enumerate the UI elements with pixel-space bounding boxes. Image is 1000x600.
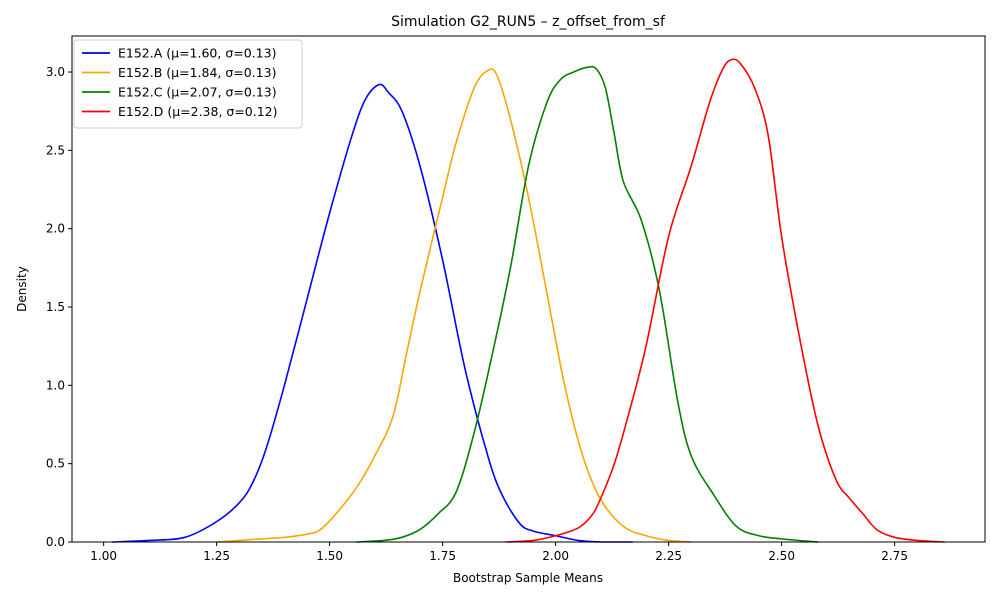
x-axis: 1.00 1.25 1.50 1.75 2.00 2.25 2.50 2.75 [90, 542, 908, 563]
x-tick-label: 2.25 [655, 549, 682, 563]
x-tick-label: 1.50 [316, 549, 343, 563]
x-tick-label: 1.75 [429, 549, 456, 563]
x-axis-label: Bootstrap Sample Means [453, 571, 603, 585]
x-tick-label: 2.00 [542, 549, 569, 563]
chart-title: Simulation G2_RUN5 – z_offset_from_sf [391, 14, 666, 30]
series-line-1 [111, 83, 634, 543]
y-tick-label: 0.5 [46, 457, 65, 471]
y-tick-label: 2.0 [46, 222, 65, 236]
series-line-2 [215, 68, 693, 543]
x-tick-label: 2.50 [768, 549, 795, 563]
y-tick-label: 3.0 [46, 65, 65, 79]
legend-label: E152.B (μ=1.84, σ=0.13) [118, 65, 276, 80]
legend-box [73, 39, 303, 129]
x-tick-label: 2.75 [881, 549, 908, 563]
y-tick-label: 0.0 [46, 535, 65, 549]
legend-label: E152.C (μ=2.07, σ=0.13) [118, 85, 277, 100]
x-tick-label: 1.25 [203, 549, 230, 563]
y-tick-label: 1.5 [46, 300, 65, 314]
y-axis: 0.0 0.5 1.0 1.5 2.0 2.5 3.0 [46, 65, 72, 549]
y-tick-label: 1.0 [46, 378, 65, 392]
y-tick-label: 2.5 [46, 143, 65, 157]
legend-label: E152.A (μ=1.60, σ=0.13) [118, 46, 276, 61]
x-tick-label: 1.00 [90, 549, 117, 563]
series-line-3 [355, 65, 819, 543]
series-line-4 [505, 58, 946, 543]
y-axis-label: Density [15, 266, 29, 312]
series-layer [111, 58, 946, 543]
legend-label: E152.D (μ=2.38, σ=0.12) [118, 104, 278, 119]
axes-frame [71, 35, 986, 543]
legend: E152.A (μ=1.60, σ=0.13) E152.B (μ=1.84, σ… [73, 39, 303, 129]
